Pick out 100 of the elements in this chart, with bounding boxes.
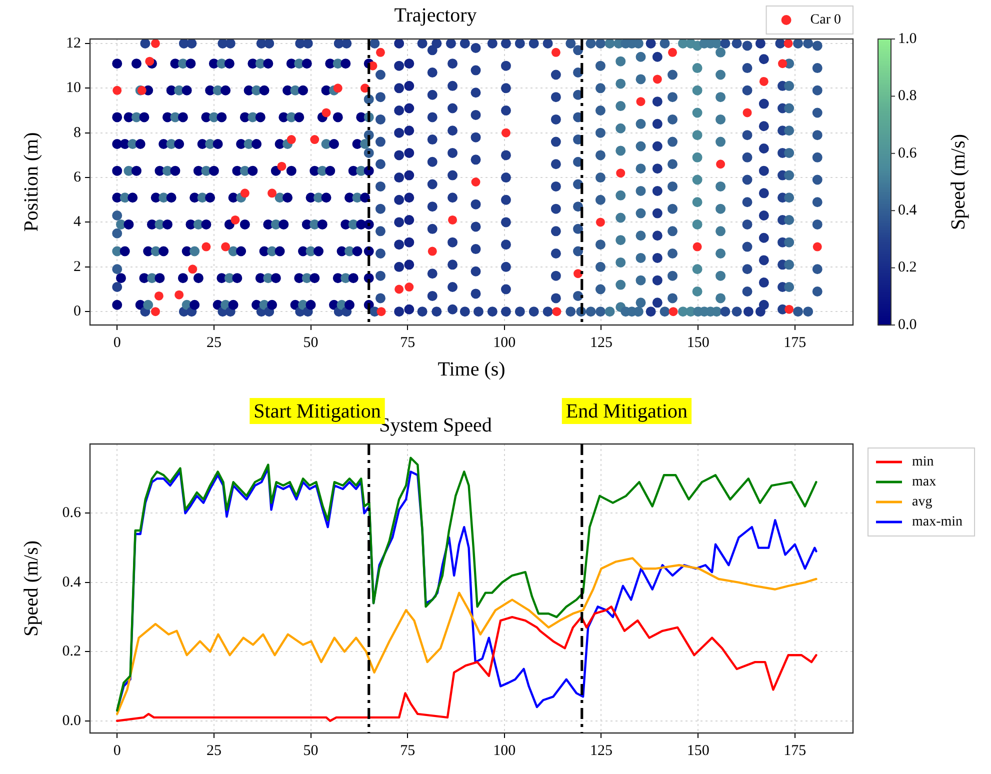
point xyxy=(427,112,438,122)
point xyxy=(470,88,481,98)
point xyxy=(333,84,342,93)
point xyxy=(758,210,769,221)
point xyxy=(692,85,702,96)
point xyxy=(277,162,286,171)
color-bar-label: 0.2 xyxy=(898,260,917,276)
point xyxy=(394,172,404,183)
point xyxy=(417,39,428,48)
color-bar-label: 0.6 xyxy=(898,145,918,162)
point xyxy=(636,164,646,174)
point xyxy=(427,202,438,212)
point xyxy=(758,278,769,288)
point xyxy=(375,293,386,304)
point xyxy=(812,286,822,296)
point xyxy=(566,306,576,317)
point xyxy=(759,76,768,86)
point xyxy=(784,214,794,225)
color-bar-label: 0.4 xyxy=(898,202,918,219)
point xyxy=(404,58,414,69)
point xyxy=(394,284,404,294)
point xyxy=(186,58,196,69)
point xyxy=(282,192,293,203)
point xyxy=(528,39,539,48)
point xyxy=(174,290,184,300)
point xyxy=(124,219,134,230)
point xyxy=(586,306,596,317)
point xyxy=(596,218,605,227)
point xyxy=(595,240,606,250)
point xyxy=(595,60,606,71)
point xyxy=(448,260,458,270)
point xyxy=(375,159,386,170)
point xyxy=(742,85,752,96)
point xyxy=(784,260,794,270)
point xyxy=(394,262,404,272)
x-tick-label: 25 xyxy=(206,334,222,351)
point xyxy=(758,121,769,132)
point xyxy=(775,39,786,48)
point xyxy=(205,192,216,203)
point xyxy=(225,39,236,48)
point xyxy=(720,39,730,48)
point xyxy=(212,139,223,150)
point xyxy=(636,252,646,263)
point xyxy=(595,128,606,138)
point xyxy=(432,39,442,48)
x-tick-label: 50 xyxy=(303,334,318,351)
point xyxy=(652,230,662,241)
point xyxy=(668,226,678,236)
y-tick-label: 0.2 xyxy=(62,644,81,660)
point xyxy=(298,85,308,96)
point xyxy=(202,242,211,252)
color-bar-label: 0.0 xyxy=(898,316,917,333)
point xyxy=(112,112,122,122)
point xyxy=(500,284,511,294)
point xyxy=(550,293,561,304)
point xyxy=(448,148,458,158)
point xyxy=(112,264,122,274)
point xyxy=(240,188,250,198)
point xyxy=(394,39,404,48)
point xyxy=(500,172,511,183)
legend-label: max-min xyxy=(912,514,963,530)
point xyxy=(255,112,266,122)
point xyxy=(636,208,646,218)
point xyxy=(404,214,414,225)
point xyxy=(742,219,752,230)
point xyxy=(228,300,238,310)
point xyxy=(500,60,511,71)
point xyxy=(230,215,240,224)
point xyxy=(812,130,822,140)
point xyxy=(692,197,702,208)
x-tick-label: 175 xyxy=(784,742,806,759)
point xyxy=(636,230,646,241)
point xyxy=(692,174,702,185)
y-tick-label: 0.0 xyxy=(62,712,81,729)
point xyxy=(448,103,458,114)
y-tick-label: 0.4 xyxy=(62,574,82,590)
point xyxy=(514,306,525,317)
point xyxy=(636,118,646,129)
point xyxy=(758,98,769,109)
point xyxy=(803,39,814,48)
point xyxy=(636,52,646,62)
point xyxy=(784,39,793,48)
point xyxy=(329,139,340,150)
x-tick-label: 150 xyxy=(686,742,710,759)
point xyxy=(471,178,480,186)
point xyxy=(784,126,794,136)
color-bar-label: 0.8 xyxy=(898,88,917,104)
point xyxy=(550,136,561,147)
point xyxy=(470,132,481,142)
point xyxy=(652,208,662,218)
point xyxy=(500,194,511,205)
point xyxy=(154,273,165,284)
point xyxy=(652,96,662,107)
point xyxy=(636,74,646,84)
point xyxy=(145,56,154,66)
point xyxy=(404,103,414,114)
point xyxy=(264,39,274,48)
point xyxy=(692,219,702,230)
point xyxy=(112,210,122,221)
point xyxy=(375,226,386,236)
